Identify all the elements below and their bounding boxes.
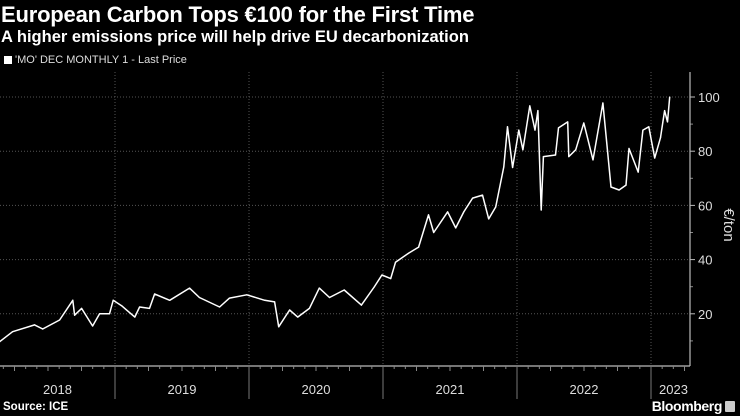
data-point xyxy=(138,306,141,308)
data-point xyxy=(447,211,449,213)
y-tick-label: 80 xyxy=(698,144,712,159)
data-point xyxy=(98,313,101,315)
data-point xyxy=(188,287,191,289)
data-point xyxy=(274,301,276,303)
data-point xyxy=(34,324,36,326)
data-point xyxy=(642,129,644,131)
data-point xyxy=(228,297,231,299)
data-point xyxy=(488,218,490,220)
data-point xyxy=(42,328,44,330)
y-tick-label: 60 xyxy=(698,198,712,213)
data-point xyxy=(373,286,375,288)
data-point xyxy=(618,189,620,191)
data-point xyxy=(427,214,430,216)
data-point xyxy=(481,194,484,196)
data-point xyxy=(534,129,536,131)
data-point xyxy=(554,154,557,156)
y-tick-label: 20 xyxy=(698,307,712,322)
data-point xyxy=(648,126,650,128)
data-point xyxy=(169,299,171,301)
y-tick-label: 100 xyxy=(698,90,720,105)
data-point xyxy=(433,231,435,234)
data-point xyxy=(666,121,669,123)
data-point xyxy=(297,316,299,318)
data-point xyxy=(112,299,114,301)
data-point xyxy=(289,309,291,311)
data-point xyxy=(637,171,639,173)
data-point xyxy=(610,186,612,188)
data-point xyxy=(418,246,420,248)
data-point xyxy=(518,129,520,131)
price-line xyxy=(0,96,671,343)
data-point xyxy=(11,331,14,333)
data-point xyxy=(628,147,630,150)
legend-label: 'MO' DEC MONTHLY 1 - Last Price xyxy=(15,54,187,66)
source-note: Source: ICE xyxy=(3,401,69,413)
x-tick-label: 2021 xyxy=(436,382,465,397)
data-point xyxy=(471,197,474,199)
data-point xyxy=(529,105,531,107)
data-point xyxy=(381,274,383,276)
data-point xyxy=(408,252,410,254)
data-point xyxy=(58,319,61,321)
data-point xyxy=(583,122,585,124)
data-point xyxy=(659,137,662,139)
data-point xyxy=(343,289,345,291)
x-tick-label: 2020 xyxy=(302,382,331,397)
data-point xyxy=(540,209,542,211)
data-point xyxy=(669,96,671,98)
bloomberg-logo-icon xyxy=(725,401,735,412)
data-point xyxy=(264,299,266,301)
data-point xyxy=(602,102,604,104)
data-point xyxy=(663,109,666,112)
data-point xyxy=(154,293,156,295)
x-tick-label: 2019 xyxy=(168,382,197,397)
data-point xyxy=(328,296,331,299)
data-point xyxy=(308,307,311,309)
data-point xyxy=(390,277,392,280)
data-point xyxy=(575,149,577,151)
data-point xyxy=(503,166,505,168)
legend-swatch xyxy=(4,56,12,64)
x-tick-label: 2018 xyxy=(43,382,72,397)
y-tick-label: 40 xyxy=(698,253,712,268)
data-point xyxy=(360,304,362,306)
data-point xyxy=(537,109,539,112)
data-point xyxy=(148,307,151,309)
data-point xyxy=(278,326,280,328)
data-point xyxy=(121,305,123,307)
legend: 'MO' DEC MONTHLY 1 - Last Price xyxy=(4,54,187,66)
data-point xyxy=(542,156,545,158)
data-point xyxy=(625,184,627,186)
data-point xyxy=(198,296,201,299)
data-point xyxy=(506,126,509,128)
data-point xyxy=(592,159,594,161)
data-point xyxy=(219,306,221,308)
data-point xyxy=(72,299,74,301)
x-tick-label: 2023 xyxy=(659,382,688,397)
data-point xyxy=(495,206,497,208)
bloomberg-logo: Bloomberg xyxy=(651,398,723,414)
data-point xyxy=(92,325,94,327)
data-point xyxy=(654,157,656,159)
data-point xyxy=(108,313,111,315)
data-point xyxy=(557,127,560,129)
data-point xyxy=(567,121,569,123)
data-point xyxy=(74,314,76,316)
data-point xyxy=(455,227,457,229)
chart-subtitle: A higher emissions price will help drive… xyxy=(1,28,469,46)
data-point xyxy=(80,307,83,309)
data-point xyxy=(246,294,248,296)
data-point xyxy=(134,316,136,318)
y-axis-label: €/ton xyxy=(720,208,737,241)
x-tick-label: 2022 xyxy=(570,382,599,397)
data-point xyxy=(511,166,514,169)
chart-title: European Carbon Tops €100 for the First … xyxy=(1,2,475,27)
data-point xyxy=(522,149,524,151)
data-point xyxy=(568,156,570,158)
data-point xyxy=(318,287,320,289)
data-point xyxy=(463,211,465,213)
data-point xyxy=(394,261,397,263)
